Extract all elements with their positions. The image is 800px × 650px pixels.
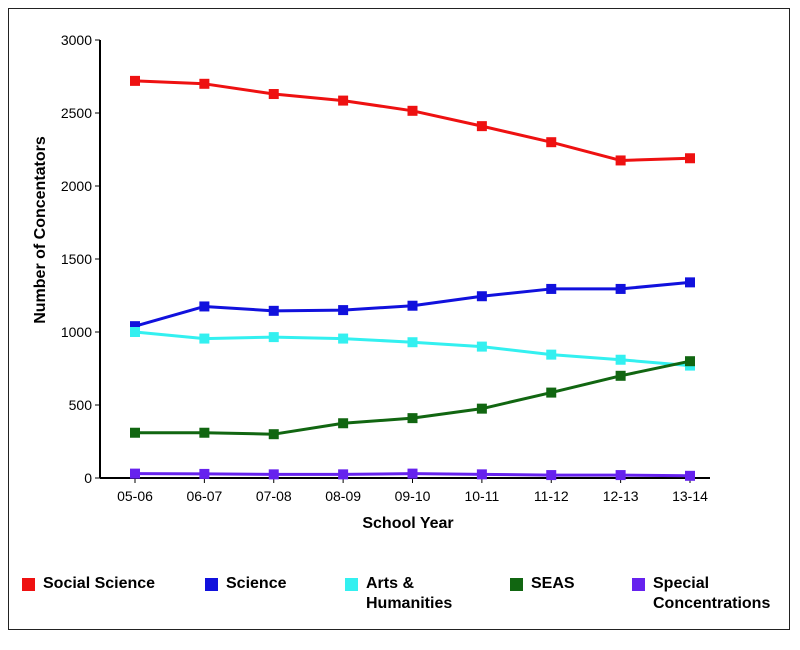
series-arts-humanities [130, 327, 695, 371]
data-point-special-concentrations [199, 468, 210, 479]
legend-label-line: Humanities [366, 595, 453, 612]
data-point-special-concentrations [130, 468, 140, 479]
data-point-social-science [268, 89, 279, 100]
y-axis-ticks: 0 500 1000 1500 2000 2500 3000 [61, 32, 100, 486]
x-tick-label: 05-06 [117, 488, 153, 504]
legend: Social Science Science Arts & Humanities SEA… [0, 570, 800, 630]
data-point-seas [199, 427, 210, 438]
legend-swatch [510, 578, 523, 591]
data-point-seas [407, 413, 418, 424]
data-point-arts-humanities [338, 333, 349, 344]
data-point-seas [130, 427, 140, 438]
data-point-seas [615, 370, 626, 381]
legend-label-line: Arts & [366, 575, 415, 592]
data-point-arts-humanities [130, 327, 140, 337]
data-point-special-concentrations [476, 469, 487, 480]
legend-label-line: Science [226, 575, 287, 592]
series-seas [130, 356, 695, 440]
series-line-arts-humanities [134, 330, 691, 368]
data-point-special-concentrations [338, 469, 349, 480]
data-point-arts-humanities [546, 349, 557, 360]
y-tick-label: 1500 [61, 251, 92, 267]
chart-frame [8, 8, 790, 630]
legend-label: Special Concentrations [653, 574, 770, 614]
data-point-social-science [685, 153, 695, 164]
x-tick-label: 12-13 [603, 488, 639, 504]
y-tick-label: 0 [84, 470, 92, 486]
x-tick-label: 11-12 [534, 488, 569, 504]
legend-swatch [345, 578, 358, 591]
data-point-social-science [546, 137, 557, 148]
series-social-science [130, 75, 695, 166]
legend-swatch [205, 578, 218, 591]
legend-item-seas: SEAS [510, 574, 575, 594]
legend-label: Arts & Humanities [366, 574, 452, 614]
x-tick-label: 10-11 [464, 488, 499, 504]
data-point-science [685, 277, 695, 288]
legend-label-line: Special [653, 575, 710, 592]
data-point-social-science [130, 75, 140, 86]
legend-item-special-concentrations: Special Concentrations [632, 574, 770, 614]
data-point-science [130, 321, 140, 332]
legend-label-line: SEAS [531, 575, 575, 592]
legend-item-arts-humanities: Arts & Humanities [345, 574, 452, 614]
data-point-arts-humanities [268, 332, 279, 343]
data-point-social-science [476, 121, 487, 132]
data-point-science [476, 291, 487, 302]
x-axis-label: School Year [362, 515, 453, 532]
data-point-social-science [407, 105, 418, 116]
y-tick-label: 2500 [61, 105, 92, 121]
data-point-science [268, 305, 279, 316]
data-point-seas [476, 403, 487, 414]
legend-item-science: Science [205, 574, 286, 594]
legend-label: Science [226, 574, 286, 594]
legend-swatch [22, 578, 35, 591]
x-tick-label: 07-08 [256, 488, 292, 504]
x-axis-ticks: 05-06 06-07 07-08 08-09 09-10 10-11 11-12 12-13… [117, 478, 708, 504]
y-tick-label: 2000 [61, 178, 92, 194]
data-point-seas [268, 429, 279, 440]
line-chart: 0 500 1000 1500 2000 2500 3000 05-06 06-07 07-08… [32, 32, 710, 532]
data-point-science [407, 300, 418, 311]
data-point-social-science [615, 155, 626, 166]
series-layer [130, 75, 695, 481]
legend-label-line: Concentrations [653, 595, 771, 612]
data-point-science [338, 305, 349, 316]
legend-label-line: Social Science [43, 575, 156, 592]
data-point-seas [685, 356, 695, 367]
data-point-special-concentrations [268, 469, 279, 480]
data-point-special-concentrations [685, 470, 695, 481]
x-tick-label: 13-14 [672, 488, 708, 504]
data-point-science [546, 283, 557, 294]
y-tick-label: 3000 [61, 32, 92, 48]
axes [99, 40, 710, 479]
data-point-arts-humanities [407, 337, 418, 348]
y-tick-label: 500 [69, 397, 93, 413]
x-tick-label: 08-09 [325, 488, 361, 504]
data-point-social-science [338, 95, 349, 106]
data-point-science [615, 283, 626, 294]
data-point-seas [338, 418, 349, 429]
series-line-seas [135, 359, 691, 436]
legend-label: SEAS [531, 574, 575, 594]
x-tick-label: 09-10 [395, 488, 431, 504]
data-point-seas [546, 387, 557, 398]
y-tick-label: 1000 [61, 324, 92, 340]
data-point-special-concentrations [546, 470, 557, 481]
legend-label: Social Science [43, 574, 155, 594]
data-point-special-concentrations [615, 470, 626, 481]
data-point-arts-humanities [199, 333, 210, 344]
data-point-special-concentrations [407, 468, 418, 479]
data-point-social-science [199, 78, 210, 89]
legend-swatch [632, 578, 645, 591]
legend-item-social-science: Social Science [22, 574, 155, 594]
series-line-social-science [134, 79, 691, 162]
x-tick-label: 06-07 [186, 488, 222, 504]
data-point-arts-humanities [615, 354, 626, 365]
data-point-science [199, 301, 210, 312]
y-axis-label: Number of Concentators [32, 136, 49, 324]
series-science [130, 277, 695, 332]
series-special-concentrations [130, 468, 695, 481]
data-point-arts-humanities [476, 341, 487, 352]
